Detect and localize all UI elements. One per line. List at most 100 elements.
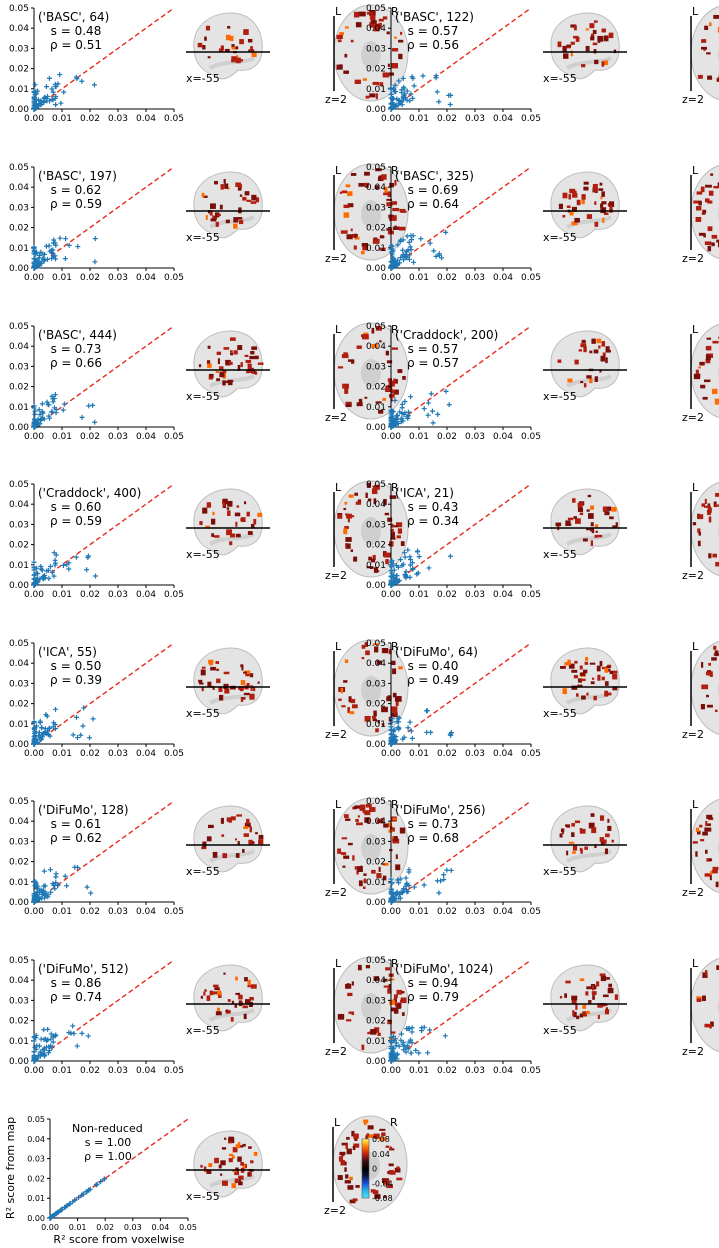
sagittal-activation-blob: [600, 207, 607, 214]
x-tick-label: 0.04: [136, 749, 156, 759]
left-hemisphere-marker: L: [692, 5, 699, 18]
y-tick-label: 0.02: [366, 858, 386, 868]
axial-activation-blob: [700, 186, 705, 193]
data-point: [402, 252, 408, 258]
panel-title: ('DiFuMo', 512): [38, 962, 129, 976]
axial-activation-blob: [372, 485, 379, 490]
data-point: [38, 1036, 44, 1042]
data-point: [31, 896, 37, 902]
sagittal-activation-blob: [251, 194, 257, 201]
sagittal-activation-blob: [240, 1145, 244, 1148]
data-point: [405, 725, 411, 731]
sagittal-activation-blob: [605, 346, 610, 352]
data-point: [414, 571, 420, 577]
axial-activation-blob: [698, 373, 701, 378]
scatter-panel: 0.00 0.01 0.02 0.03 0.04 0.050.000.010.020.03…: [366, 480, 719, 600]
sagittal-activation-blob: [590, 681, 595, 685]
sagittal-activation-blob: [588, 822, 595, 829]
axial-coord-label: z=2: [325, 728, 347, 741]
data-point: [402, 554, 408, 560]
data-point: [411, 884, 417, 890]
axial-activation-blob: [343, 70, 349, 74]
data-point: [62, 1204, 68, 1210]
y-tick-label: 0.03: [366, 44, 386, 54]
axial-activation-blob: [363, 873, 367, 876]
sagittal-activation-blob: [212, 215, 218, 220]
data-point: [396, 880, 402, 886]
sagittal-activation-blob: [579, 672, 586, 676]
axial-activation-blob: [354, 233, 357, 239]
sagittal-activation-blob: [583, 186, 589, 191]
colorbar-tick-label: 0.04: [372, 1150, 390, 1159]
axial-activation-blob: [402, 376, 406, 380]
sagittal-activation-blob: [230, 816, 236, 821]
sagittal-activation-blob: [589, 23, 595, 29]
data-point: [67, 1201, 73, 1207]
data-point: [34, 723, 40, 729]
axial-activation-blob: [358, 11, 366, 17]
sagittal-activation-blob: [585, 45, 590, 52]
data-point: [406, 867, 412, 873]
axial-activation-blob: [392, 838, 400, 844]
y-tick-label: 0.05: [27, 1115, 45, 1124]
data-point: [405, 547, 411, 553]
x-tick-label: 0.03: [124, 1223, 142, 1232]
axial-activation-blob: [708, 553, 712, 559]
axial-activation-blob: [352, 855, 355, 861]
sagittal-brain-fold: [566, 56, 613, 70]
panel-title: ('DiFuMo', 128): [38, 803, 129, 817]
x-tick-label: 0.00: [24, 273, 44, 283]
data-point: [79, 1030, 85, 1036]
sagittal-activation-blob: [562, 214, 566, 218]
axial-activation-blob: [697, 830, 701, 835]
sagittal-activation-blob: [220, 184, 224, 190]
axial-activation-blob: [389, 216, 395, 221]
data-point: [45, 402, 51, 408]
data-point: [389, 570, 395, 576]
spearman-s-label: s = 0.61: [51, 817, 102, 831]
data-point: [410, 233, 416, 239]
axial-activation-blob: [346, 543, 351, 549]
data-point: [413, 1047, 419, 1053]
sagittal-activation-blob: [251, 346, 258, 350]
data-point: [402, 91, 408, 97]
sagittal-activation-blob: [595, 530, 598, 533]
data-point: [427, 1027, 433, 1033]
data-point: [402, 410, 408, 416]
y-tick-label: 0.00: [366, 581, 386, 591]
data-point: [59, 1206, 65, 1212]
data-point: [388, 581, 394, 587]
axial-activation-blob: [711, 234, 718, 239]
y-tick-label: 0.01: [9, 561, 29, 571]
axial-activation-blob: [352, 1198, 358, 1202]
y-tick-label: 0.02: [9, 858, 29, 868]
colorbar-bar: [361, 1138, 370, 1199]
axial-activation-blob: [356, 870, 359, 875]
axial-activation-blob: [374, 1027, 380, 1033]
data-point: [409, 560, 415, 566]
identity-line: [50, 166, 175, 257]
sagittal-activation-blob: [235, 992, 241, 995]
axial-activation-blob: [354, 805, 361, 809]
spearman-s-label: s = 0.86: [51, 976, 102, 990]
axial-activation-blob: [389, 182, 395, 188]
axial-activation-blob: [383, 985, 391, 988]
sagittal-activation-blob: [255, 832, 258, 835]
y-tick-label: 0.00: [9, 740, 29, 750]
pearson-rho-label: ρ = 0.39: [50, 673, 102, 687]
sagittal-activation-blob: [571, 669, 578, 673]
data-point: [389, 243, 395, 249]
y-tick-label: 0.02: [9, 700, 29, 710]
sagittal-activation-blob: [235, 976, 238, 981]
axial-activation-blob: [700, 384, 706, 389]
axial-activation-blob: [348, 1011, 352, 1014]
sagittal-activation-blob: [557, 359, 562, 363]
sagittal-activation-blob: [230, 1017, 234, 1022]
data-point: [49, 569, 55, 575]
axial-activation-blob: [388, 394, 395, 398]
sagittal-activation-blob: [205, 525, 210, 529]
axial-activation-blob: [387, 63, 390, 67]
data-point: [53, 880, 59, 886]
